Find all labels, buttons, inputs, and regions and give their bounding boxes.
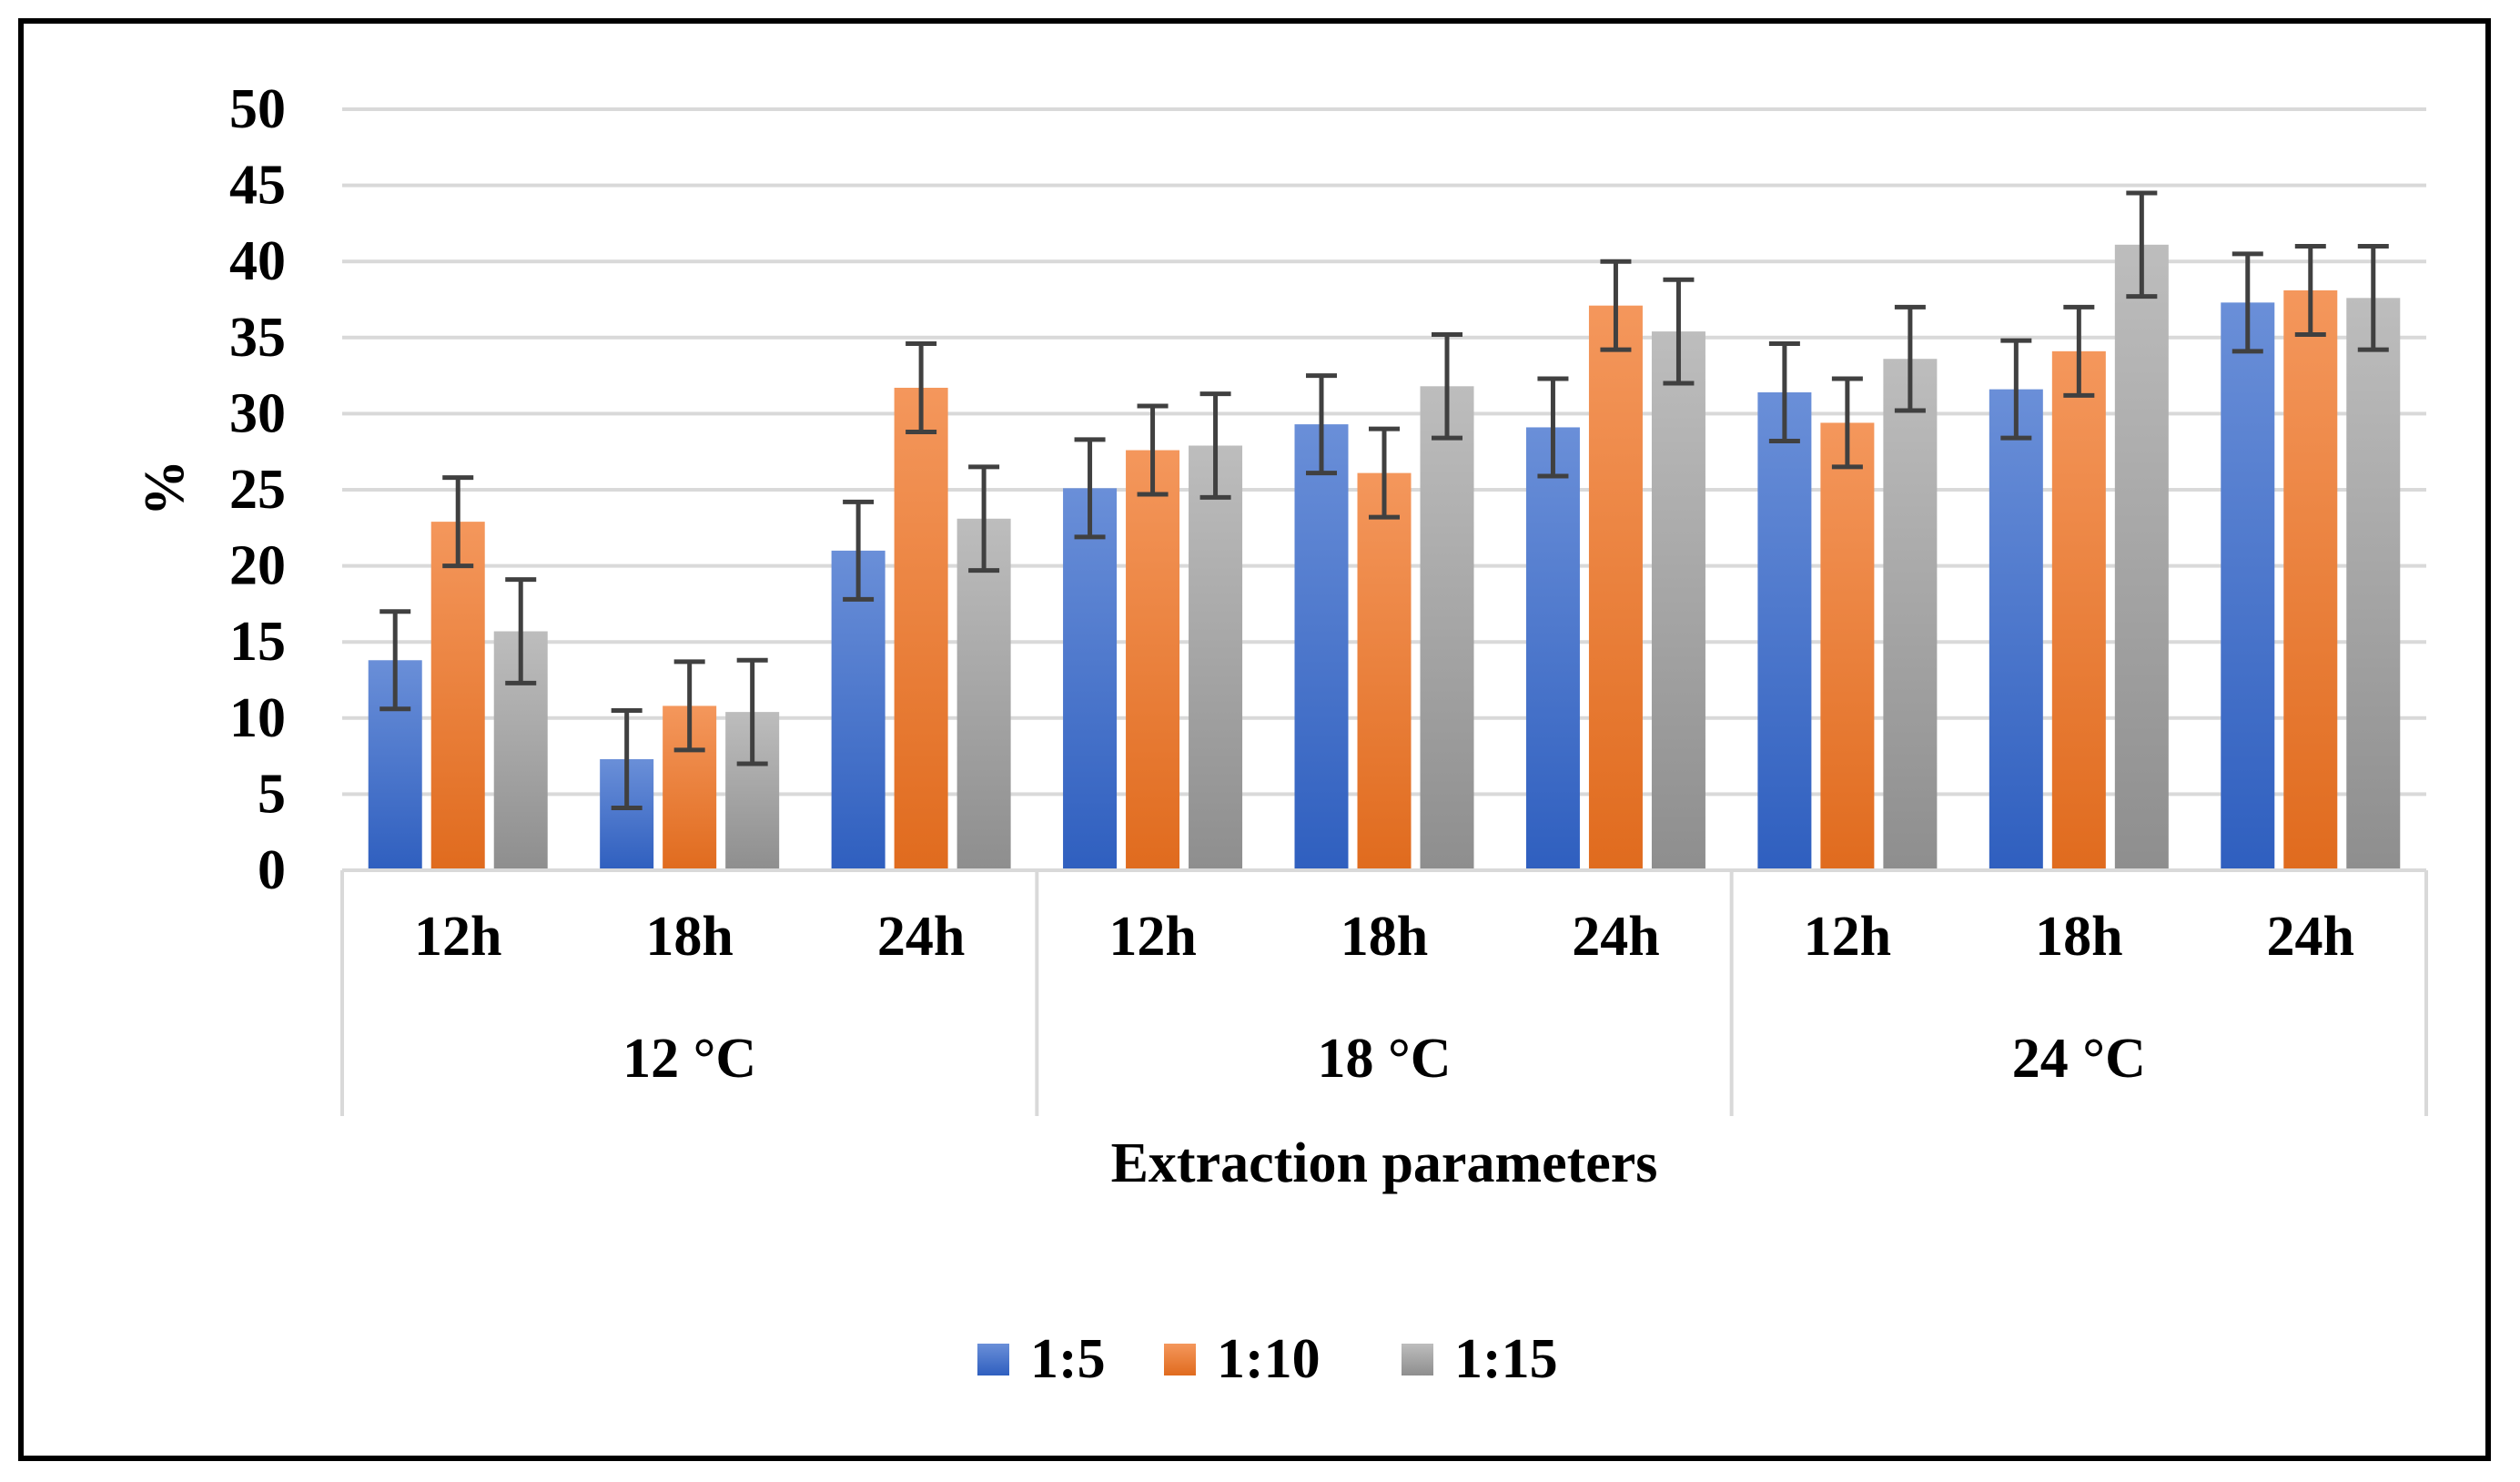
x-tick-label: 24h xyxy=(2267,906,2354,968)
legend: 1:5 1:10 1:15 xyxy=(977,1328,1558,1390)
y-tick-label: 40 xyxy=(229,230,286,292)
y-tick-label: 15 xyxy=(229,611,286,673)
bar-1-15-7 xyxy=(2114,244,2169,870)
y-tick-label: 50 xyxy=(229,78,286,140)
error-bar xyxy=(1306,373,1337,476)
error-bar xyxy=(968,464,1000,574)
y-tick-label: 10 xyxy=(229,687,286,749)
error-bar xyxy=(673,659,705,753)
error-bar xyxy=(611,707,643,810)
error-bar xyxy=(1369,426,1400,520)
error-bar xyxy=(1663,277,1695,386)
error-bar xyxy=(2063,304,2095,398)
y-tick-label: 20 xyxy=(229,535,286,597)
error-bar xyxy=(442,475,474,569)
error-bar xyxy=(1894,304,1926,413)
bar-1-10-6 xyxy=(1820,422,1875,870)
error-bar xyxy=(1768,340,1800,443)
error-bar xyxy=(380,609,411,712)
x-tick-label: 12h xyxy=(414,906,501,968)
error-bar xyxy=(1537,376,1569,479)
error-bar xyxy=(906,340,937,434)
error-bar xyxy=(1600,259,1632,352)
bar-1-15-6 xyxy=(1883,359,1938,870)
legend-label: 1:5 xyxy=(1030,1328,1106,1390)
bar-1-10-8 xyxy=(2283,289,2338,870)
bar-1-5-2 xyxy=(831,550,886,870)
error-bar xyxy=(2232,251,2263,354)
bar-1-10-3 xyxy=(1126,450,1180,870)
x-tick-label: 12h xyxy=(1804,906,1891,968)
error-bar xyxy=(1199,391,1231,500)
x-tick-label: 18h xyxy=(1341,906,1428,968)
bar-1-10-7 xyxy=(2051,350,2106,870)
y-tick-label: 35 xyxy=(229,307,286,369)
group-label: 24 °C xyxy=(2012,1028,2146,1090)
bar-1-10-5 xyxy=(1588,305,1643,870)
y-axis-label: % xyxy=(134,460,196,516)
legend-swatch-1-5 xyxy=(977,1344,1009,1375)
group-label: 18 °C xyxy=(1317,1028,1451,1090)
x-tick-label: 18h xyxy=(645,906,733,968)
error-bar xyxy=(736,657,768,766)
error-bar xyxy=(2000,338,2032,441)
legend-label: 1:10 xyxy=(1217,1328,1321,1390)
x-axis: 12h 18h 24h 12h 18h 24h 12h 18h 24h 12 °C 18 °C 24 … xyxy=(340,868,2428,1116)
bar-1-10-0 xyxy=(430,522,485,870)
bar-1-15-2 xyxy=(956,518,1011,870)
bar-1-5-3 xyxy=(1063,488,1118,870)
bar-1-5-7 xyxy=(1989,389,2043,870)
bar-1-15-4 xyxy=(1420,386,1474,871)
legend-label: 1:15 xyxy=(1454,1328,1558,1390)
error-bar xyxy=(1432,331,1462,441)
bar-1-5-8 xyxy=(2221,302,2275,870)
y-tick-label: 45 xyxy=(229,155,286,217)
error-bar xyxy=(1074,437,1106,540)
x-tick-label: 24h xyxy=(1572,906,1659,968)
legend-swatch-1-15 xyxy=(1402,1344,1433,1375)
error-bar xyxy=(2294,243,2326,337)
y-tick-label: 30 xyxy=(229,382,286,444)
bars xyxy=(368,244,2401,871)
group-label: 12 °C xyxy=(622,1028,756,1090)
legend-swatch-1-10 xyxy=(1164,1344,1196,1375)
bar-1-10-2 xyxy=(894,387,948,870)
error-bar xyxy=(505,577,537,685)
bar-1-15-3 xyxy=(1189,445,1243,870)
x-tick-label: 18h xyxy=(2035,906,2122,968)
bar-1-5-5 xyxy=(1525,427,1580,870)
bar-1-10-4 xyxy=(1357,472,1412,870)
x-tick-label: 12h xyxy=(1108,906,1196,968)
error-bar xyxy=(1831,376,1863,470)
error-bars xyxy=(380,190,2389,810)
x-tick-label: 24h xyxy=(877,906,965,968)
bar-1-5-6 xyxy=(1757,391,1812,870)
error-bar xyxy=(1137,403,1169,497)
y-tick-labels: 0 5 10 15 20 25 30 35 40 45 50 xyxy=(229,78,286,901)
x-axis-label: Extraction parameters xyxy=(1111,1132,1658,1194)
chart-frame: 0 5 10 15 20 25 30 35 40 45 50 12h 18h 24h 12h 18h 24h 1… xyxy=(18,18,2491,1461)
error-bar xyxy=(2126,190,2158,299)
y-tick-label: 5 xyxy=(258,763,286,825)
y-tick-label: 0 xyxy=(258,839,286,901)
bar-1-5-4 xyxy=(1294,424,1349,870)
bar-1-15-5 xyxy=(1651,331,1705,870)
error-bar xyxy=(2357,243,2389,352)
bar-1-15-8 xyxy=(2346,298,2401,870)
y-tick-label: 25 xyxy=(229,459,286,521)
error-bar xyxy=(843,499,875,602)
